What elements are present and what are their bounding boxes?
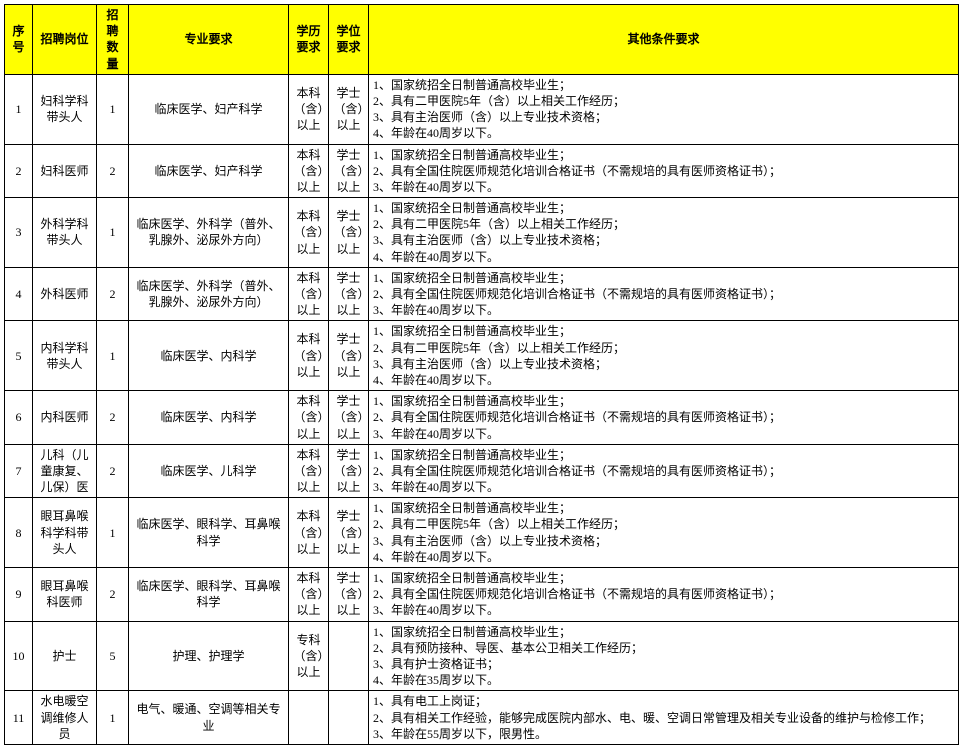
cell-edu: 本科（含）以上 [289,74,329,144]
cell-major: 临床医学、内科学 [129,391,289,445]
cell-edu: 本科（含）以上 [289,444,329,498]
table-row: 8眼耳鼻喉科学科带头人1临床医学、眼科学、耳鼻喉科学本科（含）以上学士（含）以上… [5,498,959,568]
table-row: 1妇科学科带头人1临床医学、妇产科学本科（含）以上学士（含）以上1、国家统招全日… [5,74,959,144]
table-row: 6内科医师2临床医学、内科学本科（含）以上学士（含）以上1、国家统招全日制普通高… [5,391,959,445]
cell-other: 1、国家统招全日制普通高校毕业生；2、具有二甲医院5年（含）以上相关工作经历；3… [369,498,959,568]
cell-deg: 学士（含）以上 [329,568,369,622]
cell-cnt: 2 [97,267,129,321]
cell-edu: 本科（含）以上 [289,321,329,391]
cell-seq: 11 [5,691,33,745]
cell-cnt: 2 [97,144,129,198]
col-pos: 招聘岗位 [33,5,97,75]
cell-pos: 儿科（儿童康复、儿保）医 [33,444,97,498]
cell-pos: 妇科学科带头人 [33,74,97,144]
cell-deg: 学士（含）以上 [329,144,369,198]
cell-pos: 眼耳鼻喉科医师 [33,568,97,622]
cell-other: 1、具有电工上岗证；2、具有相关工作经验，能够完成医院内部水、电、暖、空调日常管… [369,691,959,745]
cell-cnt: 1 [97,498,129,568]
col-seq: 序号 [5,5,33,75]
table-row: 2妇科医师2临床医学、妇产科学本科（含）以上学士（含）以上1、国家统招全日制普通… [5,144,959,198]
cell-major: 临床医学、外科学（普外、乳腺外、泌尿外方向） [129,267,289,321]
cell-deg: 学士（含）以上 [329,267,369,321]
cell-deg: 学士（含）以上 [329,198,369,268]
cell-pos: 护士 [33,621,97,691]
table-header: 序号 招聘岗位 招聘数量 专业要求 学历要求 学位要求 其他条件要求 [5,5,959,75]
table-row: 5内科学科带头人1临床医学、内科学本科（含）以上学士（含）以上1、国家统招全日制… [5,321,959,391]
cell-pos: 水电暖空调维修人员 [33,691,97,745]
cell-seq: 9 [5,568,33,622]
cell-major: 临床医学、内科学 [129,321,289,391]
cell-cnt: 5 [97,621,129,691]
cell-cnt: 1 [97,198,129,268]
table-row: 11水电暖空调维修人员1电气、暖通、空调等相关专业 1、具有电工上岗证；2、具有相… [5,691,959,745]
cell-seq: 5 [5,321,33,391]
cell-major: 临床医学、外科学（普外、乳腺外、泌尿外方向） [129,198,289,268]
cell-seq: 4 [5,267,33,321]
cell-other: 1、国家统招全日制普通高校毕业生；2、具有全国住院医师规范化培训合格证书（不需规… [369,391,959,445]
cell-cnt: 1 [97,691,129,745]
table-row: 9眼耳鼻喉科医师2临床医学、眼科学、耳鼻喉科学本科（含）以上学士（含）以上1、国… [5,568,959,622]
cell-seq: 1 [5,74,33,144]
cell-cnt: 1 [97,74,129,144]
cell-edu: 本科（含）以上 [289,144,329,198]
cell-edu [289,691,329,745]
cell-deg: 学士（含）以上 [329,391,369,445]
cell-pos: 外科学科带头人 [33,198,97,268]
cell-deg: 学士（含）以上 [329,74,369,144]
cell-major: 临床医学、妇产科学 [129,144,289,198]
cell-other: 1、国家统招全日制普通高校毕业生；2、具有预防接种、导医、基本公卫相关工作经历；… [369,621,959,691]
cell-other: 1、国家统招全日制普通高校毕业生；2、具有二甲医院5年（含）以上相关工作经历；3… [369,321,959,391]
cell-seq: 7 [5,444,33,498]
cell-pos: 内科学科带头人 [33,321,97,391]
cell-pos: 妇科医师 [33,144,97,198]
cell-other: 1、国家统招全日制普通高校毕业生；2、具有全国住院医师规范化培训合格证书（不需规… [369,568,959,622]
cell-seq: 6 [5,391,33,445]
cell-cnt: 2 [97,568,129,622]
col-cnt: 招聘数量 [97,5,129,75]
cell-major: 临床医学、眼科学、耳鼻喉科学 [129,498,289,568]
cell-edu: 本科（含）以上 [289,568,329,622]
cell-major: 临床医学、妇产科学 [129,74,289,144]
col-other: 其他条件要求 [369,5,959,75]
cell-other: 1、国家统招全日制普通高校毕业生；2、具有全国住院医师规范化培训合格证书（不需规… [369,267,959,321]
recruitment-table: 序号 招聘岗位 招聘数量 专业要求 学历要求 学位要求 其他条件要求 1妇科学科… [4,4,959,745]
cell-edu: 本科（含）以上 [289,498,329,568]
cell-deg: 学士（含）以上 [329,444,369,498]
col-deg: 学位要求 [329,5,369,75]
cell-seq: 10 [5,621,33,691]
col-major: 专业要求 [129,5,289,75]
cell-seq: 8 [5,498,33,568]
cell-major: 临床医学、眼科学、耳鼻喉科学 [129,568,289,622]
cell-edu: 本科（含）以上 [289,391,329,445]
cell-major: 电气、暖通、空调等相关专业 [129,691,289,745]
cell-cnt: 2 [97,444,129,498]
cell-edu: 本科（含）以上 [289,198,329,268]
cell-pos: 眼耳鼻喉科学科带头人 [33,498,97,568]
cell-seq: 3 [5,198,33,268]
cell-major: 护理、护理学 [129,621,289,691]
cell-major: 临床医学、儿科学 [129,444,289,498]
cell-other: 1、国家统招全日制普通高校毕业生；2、具有全国住院医师规范化培训合格证书（不需规… [369,444,959,498]
table-row: 3外科学科带头人1临床医学、外科学（普外、乳腺外、泌尿外方向）本科（含）以上学士… [5,198,959,268]
table-row: 7儿科（儿童康复、儿保）医2临床医学、儿科学本科（含）以上学士（含）以上1、国家… [5,444,959,498]
table-row: 10护士5护理、护理学专科（含）以上 1、国家统招全日制普通高校毕业生；2、具有预… [5,621,959,691]
cell-edu: 本科（含）以上 [289,267,329,321]
cell-deg: 学士（含）以上 [329,498,369,568]
cell-seq: 2 [5,144,33,198]
table-body: 1妇科学科带头人1临床医学、妇产科学本科（含）以上学士（含）以上1、国家统招全日… [5,74,959,744]
cell-cnt: 1 [97,321,129,391]
cell-cnt: 2 [97,391,129,445]
cell-deg: 学士（含）以上 [329,321,369,391]
cell-deg [329,691,369,745]
cell-other: 1、国家统招全日制普通高校毕业生；2、具有全国住院医师规范化培训合格证书（不需规… [369,144,959,198]
cell-deg [329,621,369,691]
table-row: 4外科医师2临床医学、外科学（普外、乳腺外、泌尿外方向）本科（含）以上学士（含）… [5,267,959,321]
col-edu: 学历要求 [289,5,329,75]
cell-pos: 内科医师 [33,391,97,445]
cell-other: 1、国家统招全日制普通高校毕业生；2、具有二甲医院5年（含）以上相关工作经历；3… [369,198,959,268]
cell-other: 1、国家统招全日制普通高校毕业生；2、具有二甲医院5年（含）以上相关工作经历；3… [369,74,959,144]
cell-edu: 专科（含）以上 [289,621,329,691]
cell-pos: 外科医师 [33,267,97,321]
